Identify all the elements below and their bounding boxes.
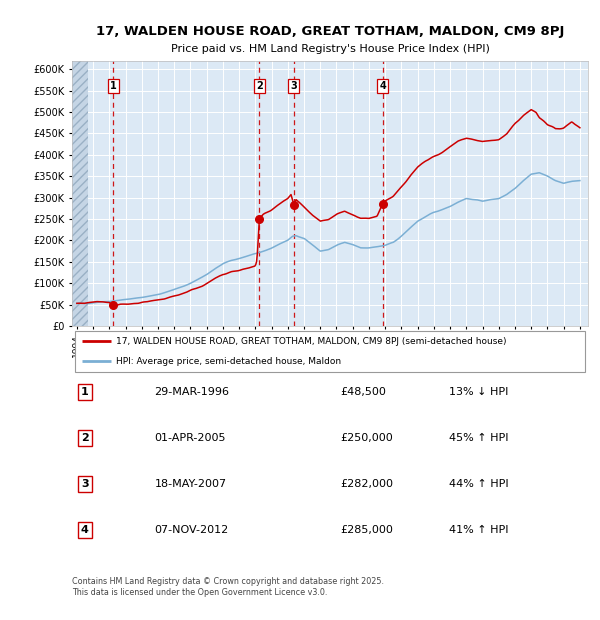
- Text: 45% ↑ HPI: 45% ↑ HPI: [449, 433, 508, 443]
- Text: 1: 1: [110, 81, 116, 91]
- Text: 44% ↑ HPI: 44% ↑ HPI: [449, 479, 508, 489]
- Text: HPI: Average price, semi-detached house, Maldon: HPI: Average price, semi-detached house,…: [116, 356, 341, 366]
- Text: 18-MAY-2007: 18-MAY-2007: [155, 479, 227, 489]
- Text: 2: 2: [81, 433, 89, 443]
- Text: Price paid vs. HM Land Registry's House Price Index (HPI): Price paid vs. HM Land Registry's House …: [170, 44, 490, 55]
- Text: 4: 4: [379, 81, 386, 91]
- Text: £285,000: £285,000: [340, 525, 393, 534]
- Text: 17, WALDEN HOUSE ROAD, GREAT TOTHAM, MALDON, CM9 8PJ (semi-detached house): 17, WALDEN HOUSE ROAD, GREAT TOTHAM, MAL…: [116, 337, 506, 346]
- FancyBboxPatch shape: [74, 330, 586, 372]
- Text: 13% ↓ HPI: 13% ↓ HPI: [449, 387, 508, 397]
- Text: 41% ↑ HPI: 41% ↑ HPI: [449, 525, 508, 534]
- Text: 4: 4: [81, 525, 89, 534]
- Text: 01-APR-2005: 01-APR-2005: [155, 433, 226, 443]
- Text: 3: 3: [81, 479, 89, 489]
- Text: £250,000: £250,000: [340, 433, 393, 443]
- Text: 2: 2: [256, 81, 263, 91]
- Text: 07-NOV-2012: 07-NOV-2012: [155, 525, 229, 534]
- Text: 3: 3: [290, 81, 298, 91]
- Text: 1: 1: [81, 387, 89, 397]
- Text: 29-MAR-1996: 29-MAR-1996: [155, 387, 230, 397]
- Text: Contains HM Land Registry data © Crown copyright and database right 2025.
This d: Contains HM Land Registry data © Crown c…: [72, 577, 384, 597]
- Text: £48,500: £48,500: [340, 387, 386, 397]
- Text: £282,000: £282,000: [340, 479, 394, 489]
- Text: 17, WALDEN HOUSE ROAD, GREAT TOTHAM, MALDON, CM9 8PJ: 17, WALDEN HOUSE ROAD, GREAT TOTHAM, MAL…: [96, 25, 564, 38]
